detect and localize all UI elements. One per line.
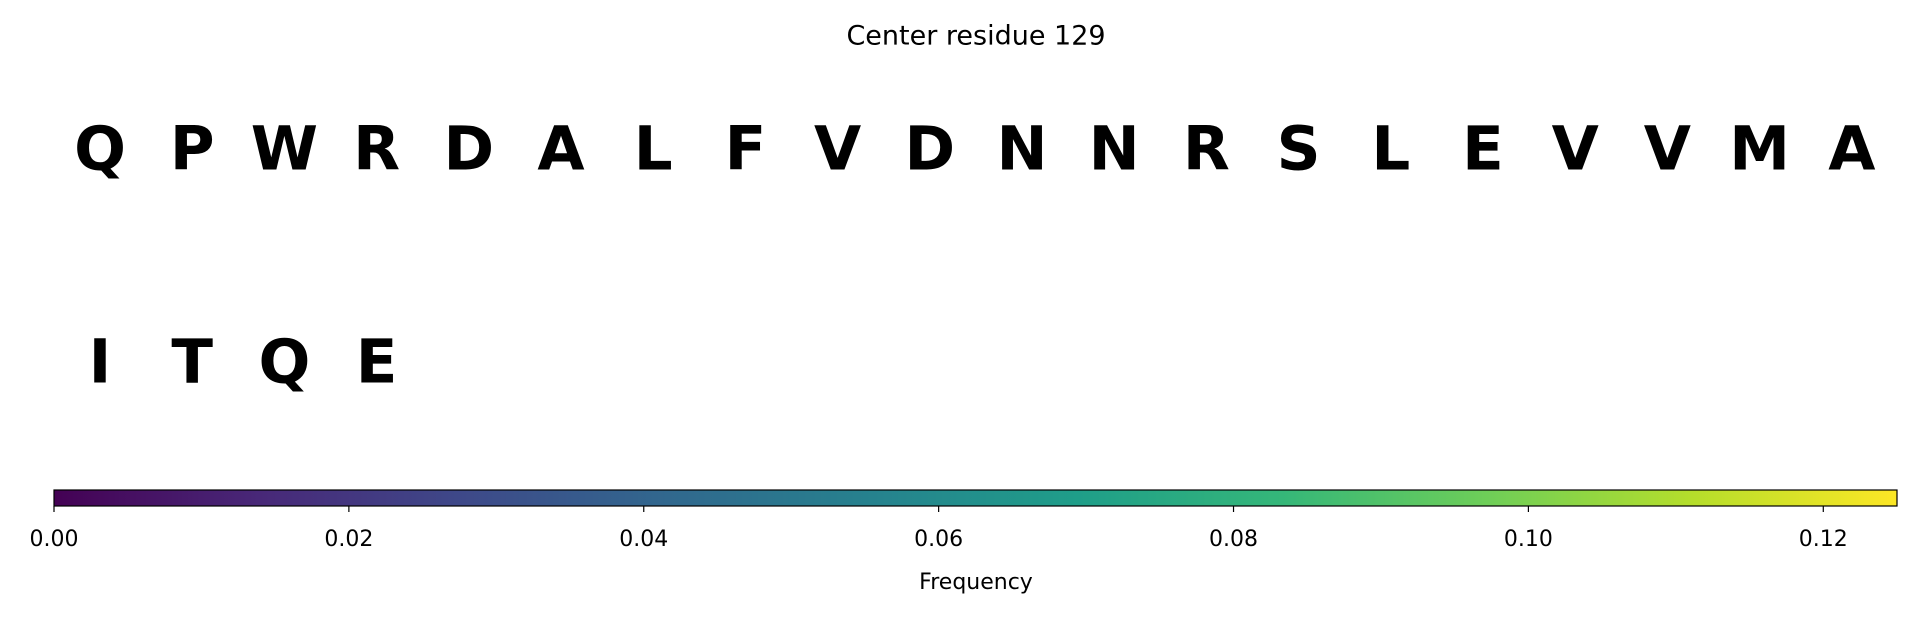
residue: E: [1462, 114, 1504, 185]
residue: S: [1277, 114, 1321, 185]
residue: R: [1183, 114, 1230, 185]
x-tick-label: 0.06: [914, 527, 963, 552]
residue: D: [904, 114, 955, 185]
x-tick-label: 0.12: [1799, 527, 1848, 552]
colorbar-label: Frequency: [919, 570, 1033, 595]
residue: L: [634, 114, 673, 185]
residue: W: [251, 114, 318, 185]
x-tick-label: 0.00: [30, 527, 79, 552]
residue: V: [1644, 114, 1691, 185]
residue: V: [1552, 114, 1599, 185]
residue: M: [1729, 114, 1790, 185]
x-tick-label: 0.10: [1504, 527, 1553, 552]
residue: V: [814, 114, 861, 185]
residue: L: [1371, 114, 1410, 185]
residue: T: [171, 327, 213, 398]
residue: I: [89, 327, 112, 398]
x-tick-label: 0.04: [619, 527, 668, 552]
residue: N: [1089, 114, 1140, 185]
residue: P: [170, 114, 215, 185]
residue: Q: [74, 114, 126, 185]
x-tick-label: 0.02: [324, 527, 373, 552]
residue: R: [353, 114, 400, 185]
x-tick-label: 0.08: [1209, 527, 1258, 552]
residue: F: [725, 114, 767, 185]
colorbar: [53, 489, 1898, 507]
residue: N: [996, 114, 1047, 185]
residue: A: [537, 114, 584, 185]
residue: D: [443, 114, 494, 185]
residue: Q: [258, 327, 310, 398]
residue: A: [1828, 114, 1875, 185]
residue: E: [356, 327, 398, 398]
chart-title: Center residue 129: [846, 21, 1105, 52]
